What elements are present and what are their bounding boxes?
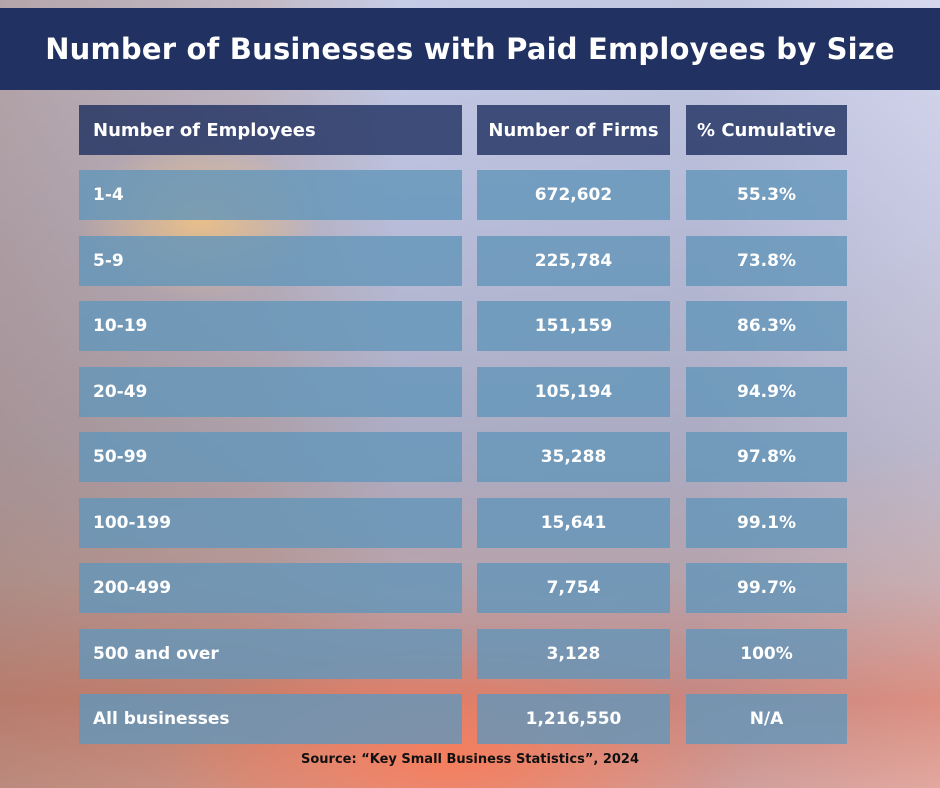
table-cell-firms: 1,216,550 [477, 694, 670, 744]
table-cell-employees: 10-19 [79, 301, 462, 351]
table-cell-cumulative: 97.8% [686, 432, 847, 482]
title-bar: Number of Businesses with Paid Employees… [0, 8, 940, 90]
table-cell-cumulative: 99.7% [686, 563, 847, 613]
table-cell-employees: 1-4 [79, 170, 462, 220]
table-cell-firms: 15,641 [477, 497, 670, 548]
table-cell-employees: 50-99 [79, 432, 462, 482]
table-cell-employees: 200-499 [79, 563, 462, 613]
table-cell-firms: 151,159 [477, 301, 670, 351]
table-cell-cumulative: 55.3% [686, 170, 847, 220]
table-cell-employees: 5-9 [79, 235, 462, 286]
table-cell-firms: 7,754 [477, 563, 670, 613]
page-title: Number of Businesses with Paid Employees… [45, 32, 895, 66]
header-cumulative: % Cumulative [686, 105, 847, 155]
table-cell-cumulative: 99.1% [686, 497, 847, 548]
table-cell-cumulative: N/A [686, 694, 847, 744]
table-cell-firms: 3,128 [477, 628, 670, 679]
table-cell-employees: 20-49 [79, 366, 462, 417]
table-cell-employees: 500 and over [79, 628, 462, 679]
header-firms: Number of Firms [477, 105, 670, 155]
table-cell-cumulative: 73.8% [686, 235, 847, 286]
source-note: Source: “Key Small Business Statistics”,… [300, 752, 640, 767]
table-cell-firms: 105,194 [477, 366, 670, 417]
table-cell-cumulative: 94.9% [686, 366, 847, 417]
table-cell-employees: 100-199 [79, 497, 462, 548]
table-cell-firms: 672,602 [477, 170, 670, 220]
table-cell-cumulative: 100% [686, 628, 847, 679]
table-cell-firms: 35,288 [477, 432, 670, 482]
table-cell-cumulative: 86.3% [686, 301, 847, 351]
table-cell-firms: 225,784 [477, 235, 670, 286]
header-employees: Number of Employees [79, 105, 462, 155]
table-cell-employees: All businesses [79, 694, 462, 744]
